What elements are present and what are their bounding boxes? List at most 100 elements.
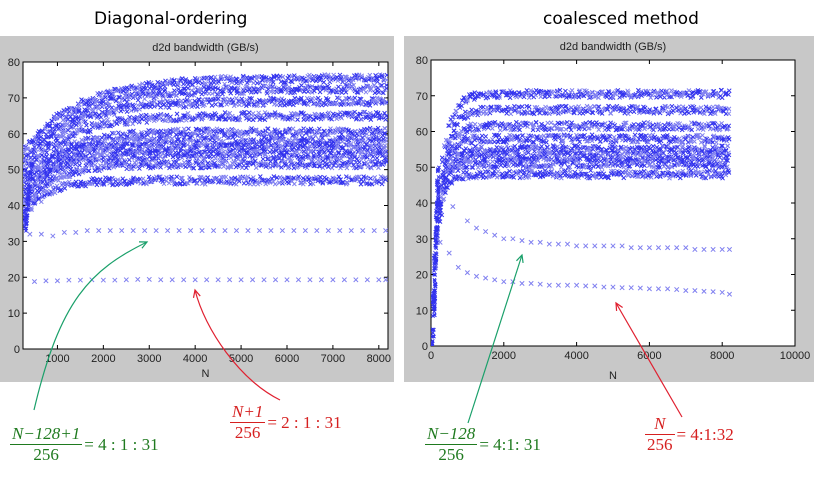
scatter-point <box>246 117 252 123</box>
scatter-point <box>259 99 265 104</box>
scatter-point <box>197 177 203 183</box>
scatter-point <box>335 78 341 84</box>
scatter-point <box>461 95 467 101</box>
x-tick-label: 2000 <box>91 353 115 365</box>
scatter-point <box>158 135 164 141</box>
scatter-point <box>56 126 62 131</box>
scatter-point <box>383 138 388 144</box>
scatter-point <box>366 100 372 106</box>
scatter-point <box>117 157 123 163</box>
scatter-point <box>26 187 31 192</box>
scatter-point <box>164 112 170 118</box>
scatter-point <box>234 163 240 168</box>
x-tick-label: 3000 <box>137 353 161 365</box>
x-tick-label: 6000 <box>637 350 661 362</box>
scatter-point <box>165 228 171 234</box>
scatter-point <box>148 94 153 99</box>
scatter-point <box>563 88 568 94</box>
scatter-point <box>174 111 180 117</box>
scatter-point <box>135 97 141 103</box>
scatter-point <box>201 89 206 95</box>
scatter-point <box>29 163 34 168</box>
scatter-point <box>169 135 175 141</box>
scatter-point <box>77 120 82 126</box>
scatter-point <box>331 72 337 78</box>
x-tick-label: 7000 <box>321 353 345 365</box>
scatter-point <box>183 164 188 170</box>
scatter-point <box>353 116 359 122</box>
right-panel-title: coalesced method <box>543 9 699 29</box>
scatter-point <box>148 150 153 156</box>
scatter-point <box>192 277 198 283</box>
scatter-point <box>382 143 388 148</box>
scatter-point <box>212 176 218 182</box>
scatter-point <box>144 102 149 108</box>
scatter-point <box>148 104 153 110</box>
y-tick-label: 70 <box>416 91 428 103</box>
scatter-point <box>325 228 331 234</box>
scatter-point <box>41 193 47 198</box>
scatter-point <box>262 152 268 158</box>
scatter-point <box>285 165 291 171</box>
scatter-point <box>256 129 262 135</box>
scatter-point <box>54 278 60 284</box>
scatter-point <box>335 155 340 160</box>
scatter-point <box>186 163 192 169</box>
scatter-point <box>200 97 206 102</box>
scatter-point <box>177 142 183 148</box>
scatter-point <box>298 95 304 101</box>
scatter-point <box>309 84 315 89</box>
scatter-point <box>79 150 85 156</box>
scatter-point <box>200 111 206 116</box>
scatter-point <box>210 228 217 234</box>
scatter-point <box>382 131 388 136</box>
scatter-point <box>252 158 258 164</box>
x-tick-label: 2000 <box>492 350 516 362</box>
scatter-point <box>143 86 149 91</box>
scatter-point <box>370 77 376 83</box>
scatter-point <box>206 129 212 135</box>
scatter-point <box>82 166 88 171</box>
scatter-point <box>315 102 320 108</box>
scatter-point <box>49 191 55 197</box>
scatter-point <box>116 87 121 93</box>
scatter-point <box>130 228 136 234</box>
scatter-point <box>86 103 92 109</box>
scatter-point <box>290 116 295 122</box>
scatter-point <box>185 142 190 148</box>
scatter-point <box>363 181 369 186</box>
scatter-point <box>108 161 114 166</box>
scatter-point <box>25 201 30 206</box>
scatter-point <box>255 179 260 185</box>
scatter-point <box>364 126 370 132</box>
scatter-point <box>83 163 89 169</box>
scatter-point <box>317 174 323 180</box>
scatter-point <box>85 141 91 147</box>
scatter-point <box>350 130 355 136</box>
scatter-point <box>294 149 300 155</box>
scatter-point <box>292 153 297 159</box>
scatter-point <box>205 175 211 180</box>
scatter-point <box>472 90 478 95</box>
scatter-point <box>184 180 190 186</box>
scatter-point <box>174 118 179 124</box>
scatter-point <box>107 146 113 151</box>
scatter-point <box>313 174 319 180</box>
scatter-point <box>96 228 102 234</box>
scatter-point <box>279 228 285 234</box>
scatter-point <box>52 190 58 196</box>
scatter-point <box>83 146 89 151</box>
scatter-point <box>346 78 351 84</box>
scatter-point <box>163 118 169 123</box>
scatter-point <box>383 277 388 283</box>
scatter-point <box>489 92 495 98</box>
scatter-point <box>262 133 267 139</box>
scatter-point <box>62 129 68 135</box>
scatter-point <box>72 139 78 144</box>
scatter-point <box>362 109 367 115</box>
scatter-point <box>44 153 50 159</box>
scatter-point <box>88 129 93 134</box>
scatter-point <box>199 133 205 139</box>
scatter-point <box>167 165 172 171</box>
scatter-point <box>358 111 363 117</box>
